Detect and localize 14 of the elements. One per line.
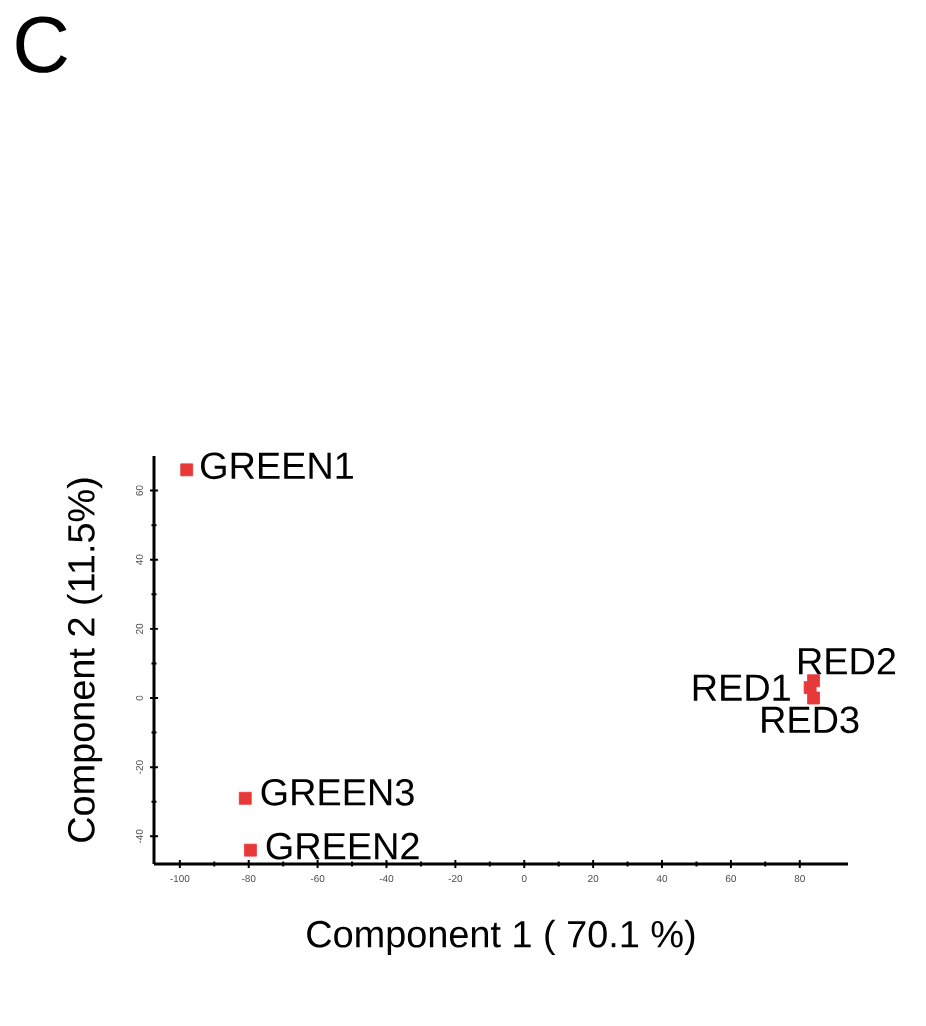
- annotation: GREEN1: [201, 452, 353, 480]
- point: [244, 843, 257, 857]
- annotation: RED2: [799, 647, 896, 675]
- point: [807, 691, 820, 705]
- chart-title: C: [16, 16, 67, 73]
- y-axis-title: Component 2 (11.5%): [66, 478, 103, 842]
- annotation: GREEN3: [261, 778, 414, 806]
- point: [180, 463, 194, 477]
- x-axis-title: Component 1 ( 70.1 %): [307, 919, 695, 956]
- point: [807, 674, 820, 688]
- point: [238, 791, 252, 805]
- annotation: RED3: [762, 706, 859, 734]
- annotation: GREEN2: [266, 832, 419, 860]
- annotation: RED1: [693, 674, 790, 701]
